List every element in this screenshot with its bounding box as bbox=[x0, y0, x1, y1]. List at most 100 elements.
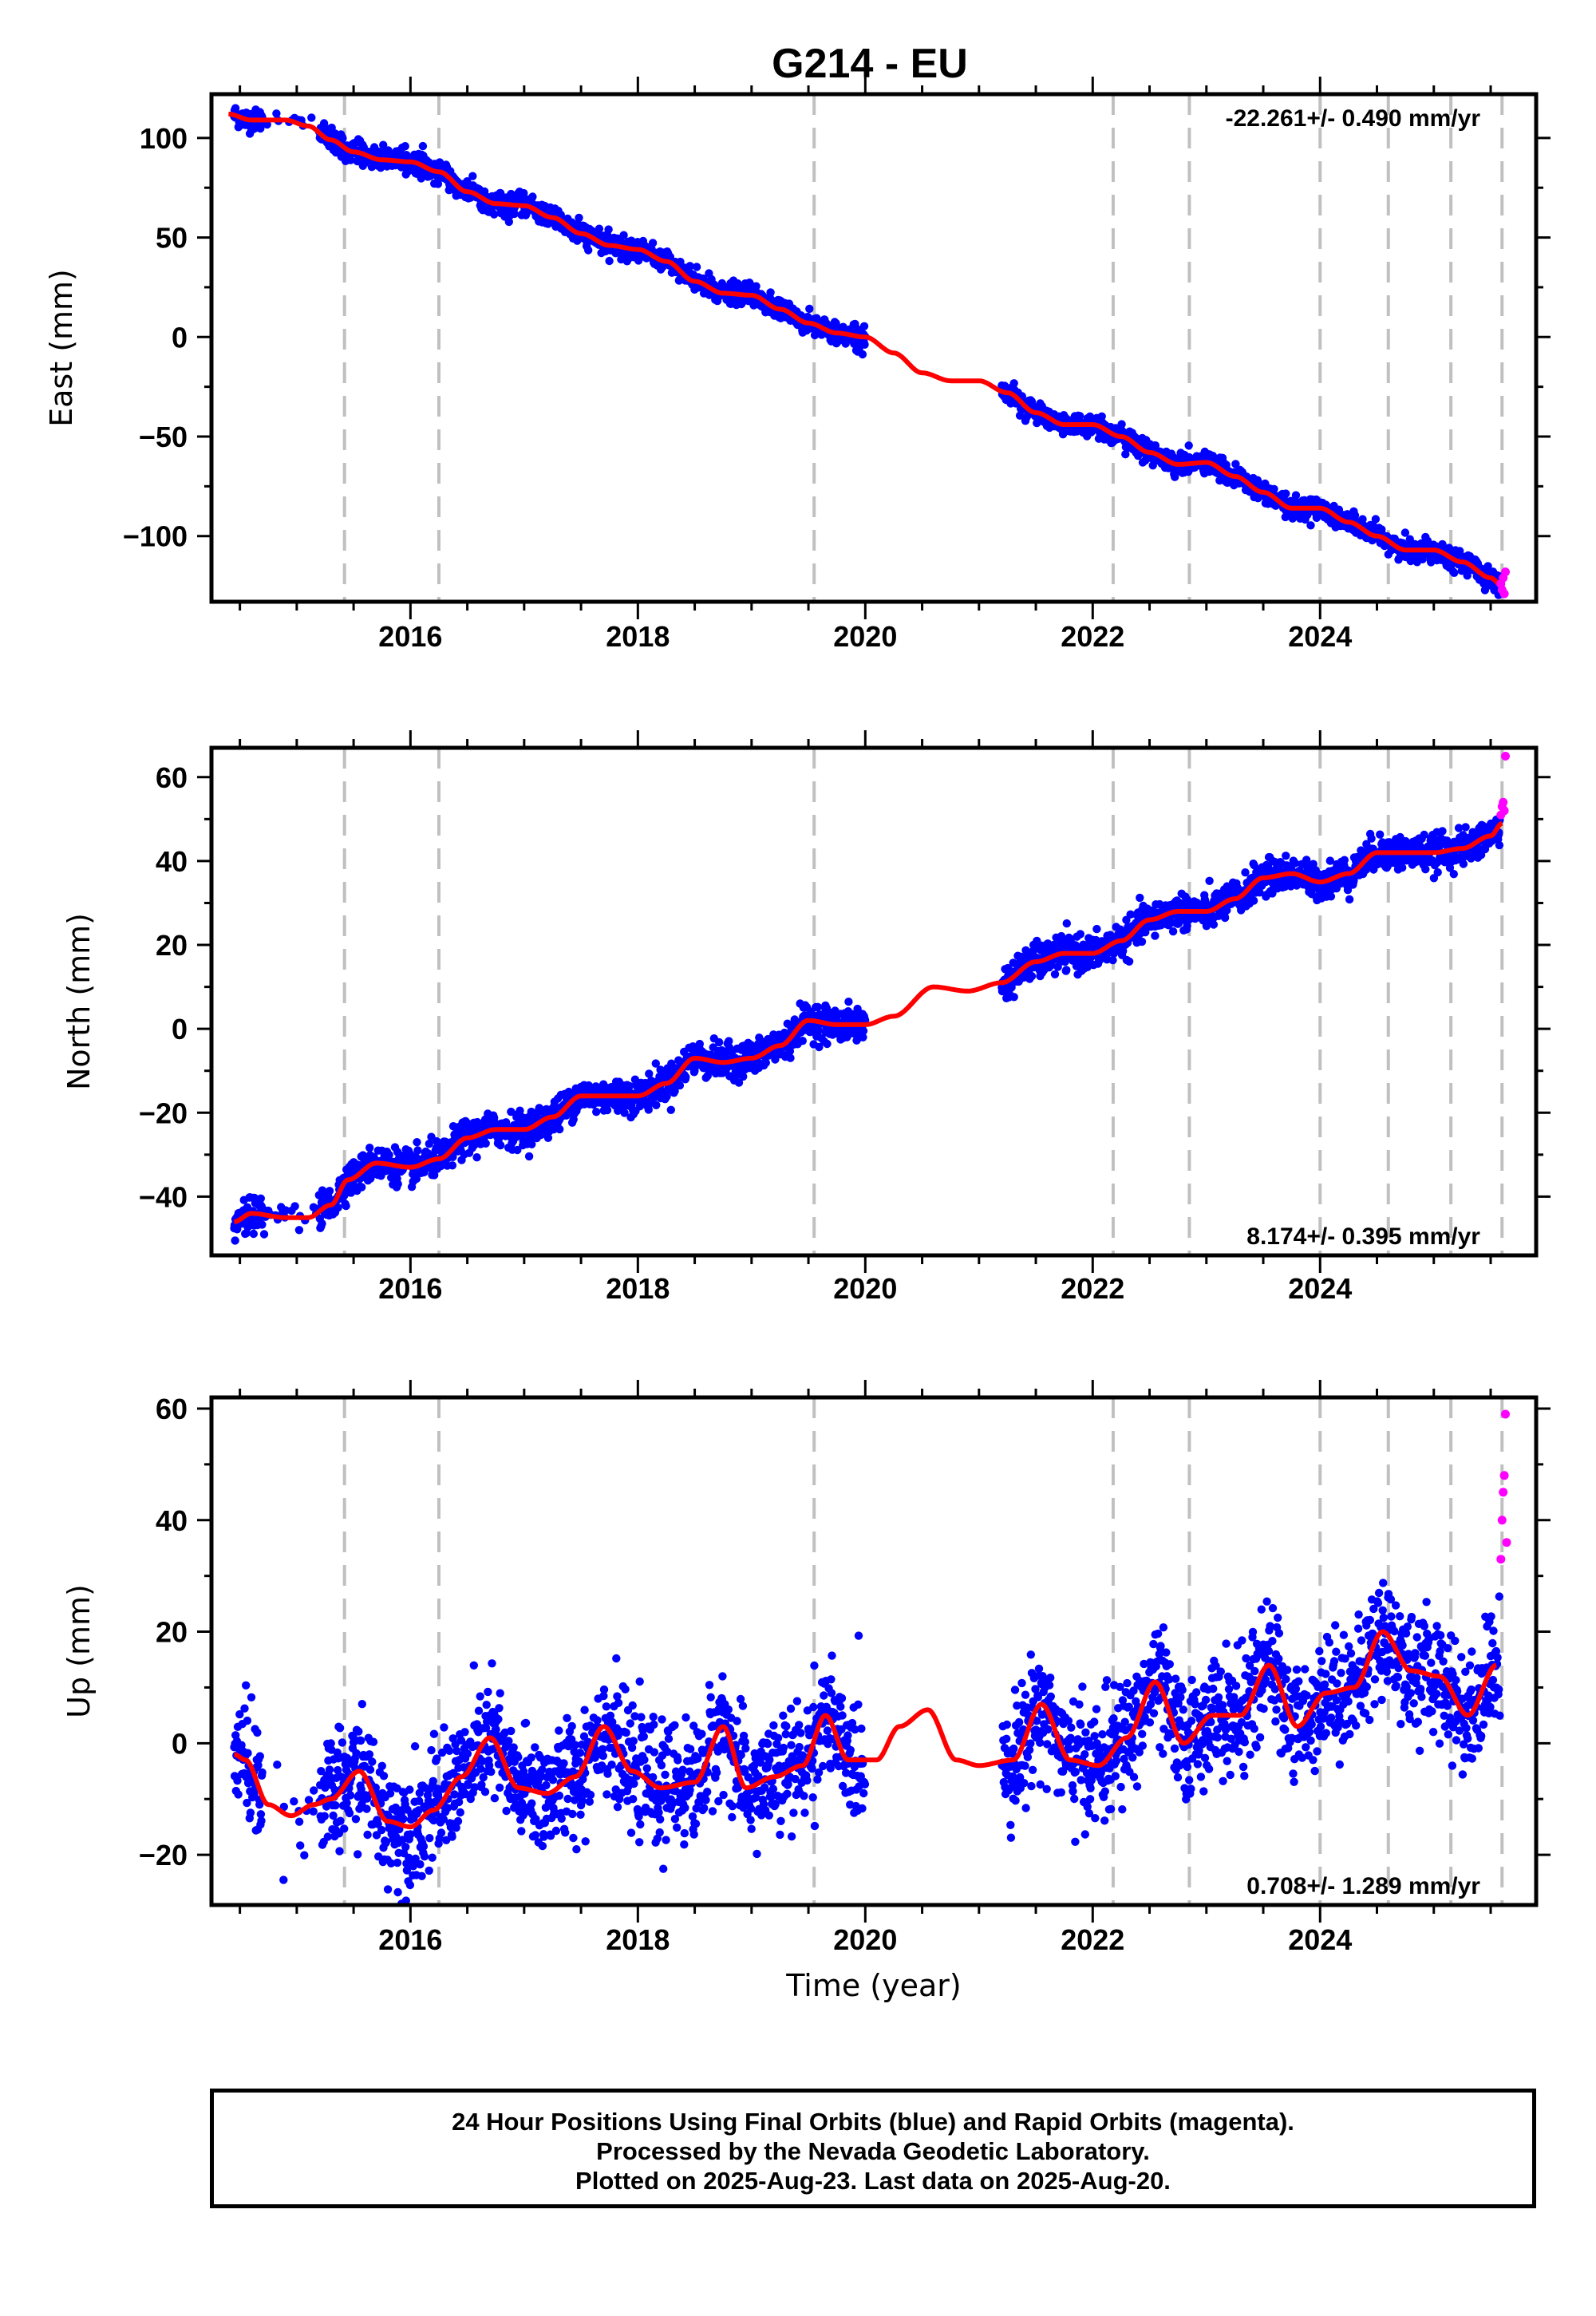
chart-title: G214 - EU bbox=[772, 41, 968, 87]
y-tick-label: 50 bbox=[156, 222, 188, 255]
model-fit-line bbox=[227, 111, 1503, 588]
final-point bbox=[1209, 920, 1219, 929]
final-point bbox=[1222, 460, 1231, 469]
final-point bbox=[1345, 895, 1354, 904]
final-point bbox=[249, 1229, 258, 1239]
final-point bbox=[592, 1108, 601, 1117]
final-point bbox=[1400, 528, 1410, 537]
final-point bbox=[1184, 441, 1193, 450]
final-point bbox=[294, 1226, 304, 1235]
final-point bbox=[346, 156, 355, 164]
final-point bbox=[602, 1105, 612, 1115]
final-point bbox=[1371, 515, 1381, 524]
final-point bbox=[1306, 521, 1315, 530]
final-point bbox=[1062, 919, 1072, 928]
final-point bbox=[675, 1081, 685, 1090]
final-point bbox=[256, 1194, 265, 1203]
final-point bbox=[685, 262, 694, 271]
final-point bbox=[1121, 450, 1130, 459]
x-tick-label: 2016 bbox=[378, 620, 442, 653]
final-point bbox=[365, 1144, 374, 1152]
final-point bbox=[844, 998, 853, 1006]
final-point bbox=[524, 1152, 534, 1161]
final-point bbox=[319, 119, 329, 128]
final-point bbox=[318, 1219, 326, 1228]
final-point bbox=[1097, 412, 1106, 421]
final-point bbox=[259, 1230, 269, 1239]
final-point bbox=[1076, 930, 1085, 939]
rapid-point bbox=[1501, 567, 1510, 577]
final-point bbox=[490, 210, 499, 219]
final-point bbox=[832, 318, 840, 328]
final-point bbox=[859, 322, 869, 330]
x-tick-label: 2024 bbox=[1288, 620, 1352, 653]
final-point bbox=[1483, 562, 1492, 571]
final-point bbox=[714, 1037, 724, 1047]
rapid-point bbox=[1499, 589, 1509, 599]
final-orbit-points bbox=[230, 104, 1504, 599]
final-point bbox=[1367, 834, 1376, 843]
x-tick-label: 2022 bbox=[1061, 620, 1124, 653]
final-point bbox=[358, 1183, 366, 1192]
final-point bbox=[1050, 970, 1060, 979]
final-point bbox=[496, 1140, 505, 1150]
final-point bbox=[1009, 379, 1018, 388]
final-point bbox=[504, 217, 513, 227]
final-point bbox=[584, 246, 593, 255]
final-point bbox=[290, 1202, 299, 1211]
x-tick-label: 2018 bbox=[606, 620, 670, 653]
final-point bbox=[813, 1002, 822, 1012]
final-point bbox=[393, 1180, 402, 1188]
y-axis-label: East (mm) bbox=[44, 269, 79, 427]
final-point bbox=[1151, 931, 1159, 940]
final-point bbox=[1205, 876, 1214, 886]
final-point bbox=[761, 1058, 770, 1067]
final-point bbox=[1450, 568, 1459, 577]
y-tick-label: 0 bbox=[172, 321, 188, 354]
final-point bbox=[472, 1153, 481, 1162]
final-point bbox=[1027, 972, 1037, 981]
final-point bbox=[805, 304, 814, 314]
final-point bbox=[858, 350, 867, 359]
y-tick-label: −50 bbox=[139, 421, 188, 453]
final-point bbox=[1151, 441, 1160, 450]
final-point bbox=[1220, 913, 1230, 923]
final-point bbox=[1009, 993, 1018, 1002]
final-point bbox=[1291, 491, 1301, 500]
final-point bbox=[1444, 543, 1454, 552]
final-point bbox=[681, 1073, 690, 1081]
final-point bbox=[652, 1101, 661, 1110]
final-point bbox=[258, 1220, 267, 1229]
final-point bbox=[519, 188, 528, 198]
rapid-orbit-points bbox=[1496, 567, 1510, 599]
final-point bbox=[309, 1203, 318, 1211]
final-point bbox=[619, 231, 628, 239]
final-point bbox=[1326, 892, 1336, 901]
y-tick-label: 100 bbox=[140, 122, 188, 155]
final-point bbox=[595, 224, 604, 233]
final-point bbox=[555, 1124, 564, 1134]
final-point bbox=[1062, 966, 1071, 974]
final-point bbox=[338, 134, 347, 143]
final-point bbox=[823, 1039, 832, 1049]
final-point bbox=[814, 1026, 824, 1035]
final-point bbox=[1340, 856, 1349, 864]
final-point bbox=[401, 142, 409, 151]
y-tick-label: −100 bbox=[123, 520, 188, 553]
final-point bbox=[1027, 397, 1037, 406]
final-point bbox=[281, 1206, 290, 1215]
final-point bbox=[1231, 460, 1240, 468]
final-point bbox=[1282, 852, 1290, 860]
final-point bbox=[644, 1105, 653, 1114]
final-point bbox=[1282, 489, 1290, 498]
final-point bbox=[1398, 864, 1407, 872]
final-point bbox=[1350, 511, 1360, 520]
final-point bbox=[528, 192, 537, 201]
final-point bbox=[1108, 955, 1117, 965]
final-point bbox=[786, 1053, 795, 1062]
rate-annotation: -22.261+/- 0.490 mm/yr bbox=[1226, 105, 1481, 132]
final-point bbox=[1092, 924, 1101, 934]
